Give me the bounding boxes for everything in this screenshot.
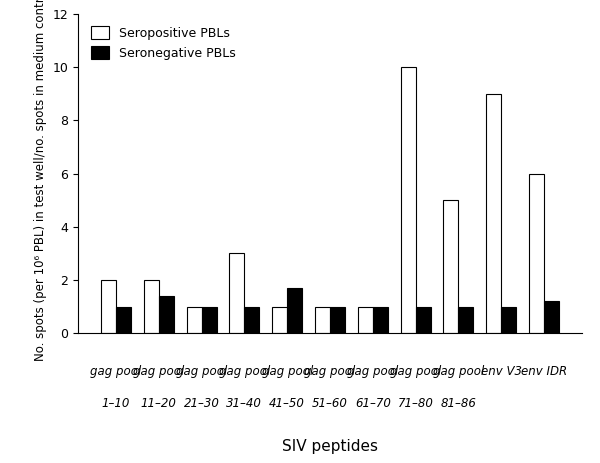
Bar — [187, 307, 202, 333]
Bar — [416, 307, 431, 333]
Bar — [202, 307, 217, 333]
Text: gag pool: gag pool — [304, 365, 356, 378]
Text: gag pool: gag pool — [133, 365, 184, 378]
Text: SIV peptides: SIV peptides — [282, 439, 378, 454]
Text: gag pool: gag pool — [390, 365, 441, 378]
Text: 11–20: 11–20 — [141, 397, 176, 410]
Text: 61–70: 61–70 — [355, 397, 391, 410]
Bar — [101, 280, 116, 333]
Text: 81–86: 81–86 — [440, 397, 476, 410]
Bar — [272, 307, 287, 333]
Bar — [315, 307, 330, 333]
Text: 21–30: 21–30 — [184, 397, 220, 410]
Text: 1–10: 1–10 — [102, 397, 130, 410]
Bar — [144, 280, 159, 333]
Bar — [501, 307, 516, 333]
Text: gag pool: gag pool — [347, 365, 398, 378]
Text: 31–40: 31–40 — [226, 397, 262, 410]
Bar — [287, 288, 302, 333]
Text: env V3: env V3 — [481, 365, 522, 378]
Bar — [373, 307, 388, 333]
Bar — [159, 296, 174, 333]
Text: gag pool: gag pool — [433, 365, 484, 378]
Bar — [486, 94, 501, 333]
Text: 51–60: 51–60 — [312, 397, 348, 410]
Bar — [244, 307, 259, 333]
Bar — [358, 307, 373, 333]
Bar — [401, 67, 416, 333]
Text: gag pool: gag pool — [176, 365, 227, 378]
Y-axis label: No. spots (per 10⁶ PBL) in test well/no. spots in medium control: No. spots (per 10⁶ PBL) in test well/no.… — [34, 0, 47, 361]
Legend: Seropositive PBLs, Seronegative PBLs: Seropositive PBLs, Seronegative PBLs — [84, 20, 242, 66]
Text: env IDR: env IDR — [521, 365, 567, 378]
Bar — [116, 307, 131, 333]
Text: gag pool: gag pool — [219, 365, 270, 378]
Bar — [229, 253, 244, 333]
Text: 41–50: 41–50 — [269, 397, 305, 410]
Text: gag pool: gag pool — [90, 365, 142, 378]
Bar — [458, 307, 473, 333]
Bar — [443, 200, 458, 333]
Bar — [544, 301, 559, 333]
Bar — [529, 174, 544, 333]
Bar — [330, 307, 345, 333]
Text: gag pool: gag pool — [262, 365, 313, 378]
Text: 71–80: 71–80 — [398, 397, 434, 410]
